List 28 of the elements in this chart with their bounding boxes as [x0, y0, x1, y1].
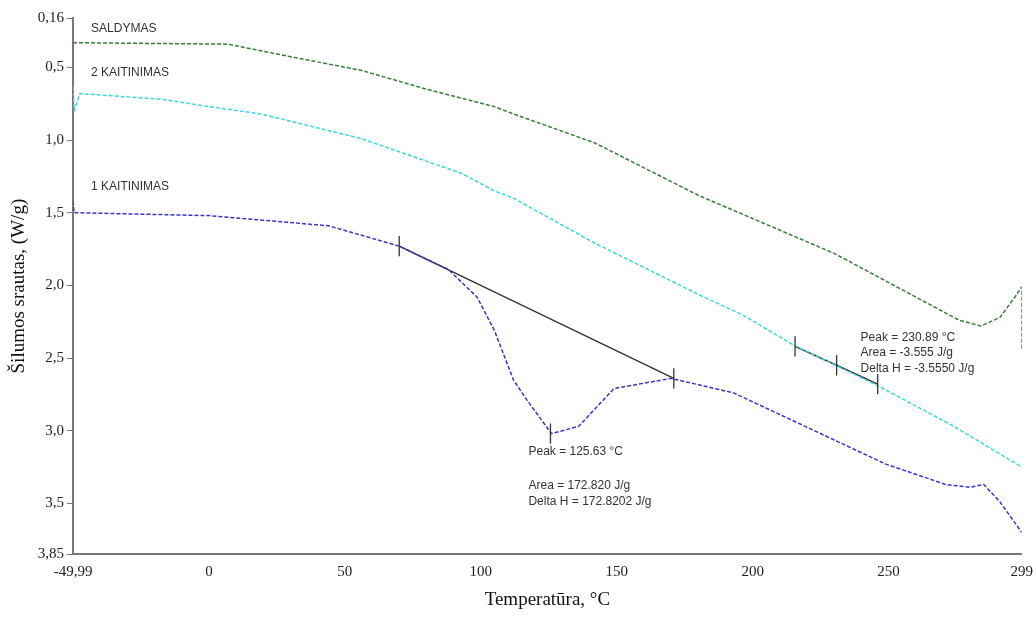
x-axis-title: Temperatūra, °C: [484, 587, 611, 609]
series-label: SALDYMAS: [91, 21, 157, 36]
x-tick-label: 150: [605, 563, 628, 580]
series-label: 2 KAITINIMAS: [91, 64, 170, 79]
annotation: Delta H = -3.5550 J/g: [860, 360, 975, 375]
x-tick-label: -49,99: [53, 563, 93, 580]
y-axis-title: Šilumos srautas, (W/g): [7, 198, 30, 374]
annotation: Delta H = 172.8202 J/g: [528, 493, 652, 508]
y-tick-label: 3,5: [45, 494, 65, 511]
annotation: Area = 172.820 J/g: [528, 477, 631, 492]
x-tick-label: 100: [469, 563, 493, 580]
annotation: Peak = 125.63 °C: [528, 443, 624, 458]
y-tick-label: 3,0: [45, 421, 65, 438]
x-tick-label: 299: [1010, 563, 1033, 580]
y-tick-label: 1,5: [45, 203, 65, 220]
y-tick-label: 0,5: [45, 58, 65, 75]
x-tick-label: 0: [205, 563, 213, 580]
x-tick-label: 50: [337, 563, 353, 580]
annotation: Peak = 230.89 °C: [860, 329, 956, 344]
y-tick-label: 0,16: [37, 8, 65, 25]
y-tick-label: 2,0: [45, 276, 65, 293]
y-tick-label: 1,0: [45, 131, 65, 147]
x-tick-label: 250: [877, 563, 900, 580]
series-label: 1 KAITINIMAS: [91, 179, 170, 194]
annotation: Area = -3.555 J/g: [860, 344, 953, 359]
x-tick-label: 200: [741, 563, 764, 580]
y-tick-label: 3,85: [37, 545, 65, 562]
y-tick-label: 2,5: [45, 348, 65, 365]
